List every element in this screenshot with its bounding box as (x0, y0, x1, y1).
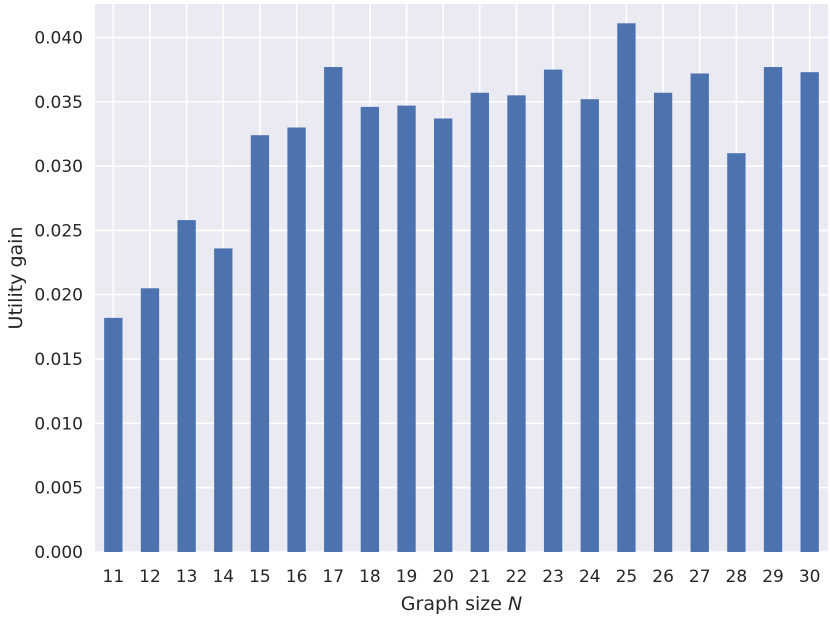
bar-30 (800, 72, 819, 552)
bar-16 (287, 127, 306, 553)
x-axis-ticks: 11 12 13 14 15 16 17 18 19 20 21 22 23 24 25 26 27 28 29 30 (103, 567, 821, 587)
x-tick-label: 21 (469, 567, 491, 587)
x-tick-label: 25 (616, 567, 638, 587)
y-axis-label: Utility gain (5, 227, 27, 330)
bar-15 (250, 135, 270, 552)
x-tick-label: 26 (652, 567, 674, 587)
bar-22 (507, 95, 526, 552)
y-tick-label: 0.000 (34, 543, 83, 563)
y-tick-label: 0.040 (34, 28, 83, 48)
x-tick-label: 27 (689, 567, 711, 587)
bar-13 (177, 220, 196, 552)
x-tick-label: 14 (212, 567, 234, 587)
x-tick-label: 20 (432, 567, 454, 587)
bar-27 (690, 73, 709, 553)
x-tick-label: 17 (322, 567, 344, 587)
bar-28 (727, 153, 746, 553)
x-tick-label: 16 (286, 567, 308, 587)
x-tick-label: 28 (726, 567, 748, 587)
bar-21 (470, 92, 489, 553)
x-tick-label: 18 (359, 567, 381, 587)
bar-23 (543, 69, 563, 552)
bar-14 (214, 248, 233, 552)
y-tick-label: 0.030 (34, 157, 83, 177)
y-tick-label: 0.010 (34, 414, 83, 434)
x-axis-label-text: Graph size (401, 593, 502, 615)
bar-17 (324, 67, 343, 552)
bar-25 (617, 23, 636, 552)
y-tick-label: 0.015 (34, 350, 83, 370)
x-tick-label: 24 (579, 567, 601, 587)
x-tick-label: 11 (103, 567, 125, 587)
x-tick-label: 22 (506, 567, 528, 587)
x-tick-label: 12 (139, 567, 161, 587)
y-axis-ticks: 0.000 0.005 0.010 0.015 0.020 0.025 0.030 0.035… (34, 28, 83, 563)
bars (104, 23, 819, 553)
bar-12 (140, 288, 160, 552)
bar-11 (104, 317, 123, 552)
y-tick-label: 0.020 (34, 286, 83, 306)
x-axis-label: Graph size N (401, 593, 522, 615)
x-tick-label: 15 (249, 567, 271, 587)
bar-20 (434, 118, 453, 552)
y-tick-label: 0.035 (34, 93, 83, 113)
y-tick-label: 0.025 (34, 221, 83, 241)
bar-24 (580, 99, 599, 552)
x-tick-label: 29 (762, 567, 784, 587)
bar-29 (763, 67, 783, 552)
x-axis-label-variable: N (508, 593, 522, 615)
y-tick-label: 0.005 (34, 479, 83, 499)
x-tick-label: 23 (542, 567, 564, 587)
x-tick-label: 19 (396, 567, 418, 587)
x-tick-label: 30 (799, 567, 821, 587)
bar-26 (653, 92, 673, 553)
bar-19 (397, 105, 416, 552)
x-tick-label: 13 (176, 567, 198, 587)
bar-18 (360, 106, 380, 552)
plot-area (95, 4, 828, 552)
